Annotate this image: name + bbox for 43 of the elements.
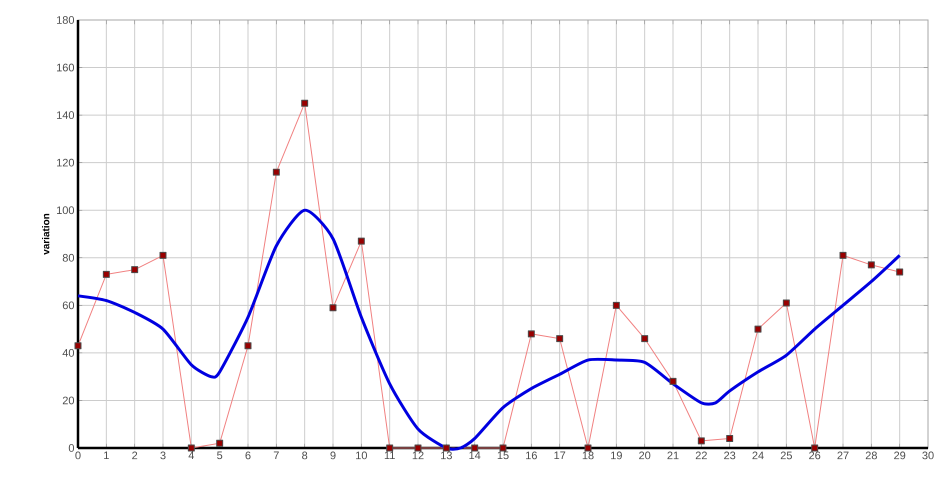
x-tick-label: 2 bbox=[132, 452, 138, 460]
line-series bbox=[76, 208, 902, 450]
y-tick-label: 80 bbox=[62, 254, 74, 262]
x-tick-label: 28 bbox=[866, 452, 877, 460]
x-tick-label: 15 bbox=[498, 452, 509, 460]
y-tick-label: 20 bbox=[62, 396, 74, 404]
x-tick-label: 1 bbox=[104, 452, 109, 460]
x-tick-label: 18 bbox=[582, 452, 594, 460]
x-tick-label: 24 bbox=[752, 452, 764, 460]
x-tick-label: 11 bbox=[384, 452, 395, 460]
y-tick-label: 40 bbox=[62, 349, 74, 357]
x-tick-label: 8 bbox=[302, 452, 308, 460]
x-tick-label: 10 bbox=[356, 452, 367, 460]
x-tick-label: 22 bbox=[696, 452, 707, 460]
x-tick-label: 30 bbox=[922, 452, 934, 460]
y-axis-title: variation bbox=[42, 214, 50, 255]
x-tick-label: 19 bbox=[611, 452, 622, 460]
x-tick-label: 17 bbox=[554, 452, 566, 460]
y-tick-label: 60 bbox=[62, 301, 74, 310]
x-tick-label: 5 bbox=[217, 452, 222, 460]
y-tick-label: 180 bbox=[57, 16, 74, 24]
x-tick-label: 29 bbox=[894, 452, 906, 460]
x-tick-label: 16 bbox=[526, 452, 537, 460]
y-tick-label: 160 bbox=[57, 64, 74, 72]
x-tick-label: 0 bbox=[75, 452, 81, 460]
x-tick-label: 20 bbox=[639, 452, 650, 460]
y-tick-label: 140 bbox=[57, 111, 74, 119]
y-tick-label: 100 bbox=[57, 206, 74, 214]
x-tick-label: 23 bbox=[724, 452, 736, 460]
x-tick-label: 12 bbox=[412, 452, 424, 460]
x-tick-label: 21 bbox=[667, 452, 679, 460]
x-tick-label: 25 bbox=[780, 452, 792, 460]
x-tick-label: 14 bbox=[469, 452, 480, 460]
x-tick-label: 3 bbox=[160, 452, 166, 460]
x-tick-label: 27 bbox=[837, 452, 849, 460]
x-tick-label: 4 bbox=[188, 452, 194, 460]
x-tick-label: 9 bbox=[330, 452, 336, 460]
x-tick-label: 7 bbox=[274, 452, 279, 460]
x-tick-label: 26 bbox=[809, 452, 820, 460]
x-tick-label: 13 bbox=[441, 452, 452, 460]
y-tick-label: 120 bbox=[57, 158, 74, 167]
y-tick-label: 0 bbox=[68, 444, 74, 452]
x-tick-label: 6 bbox=[246, 452, 251, 460]
